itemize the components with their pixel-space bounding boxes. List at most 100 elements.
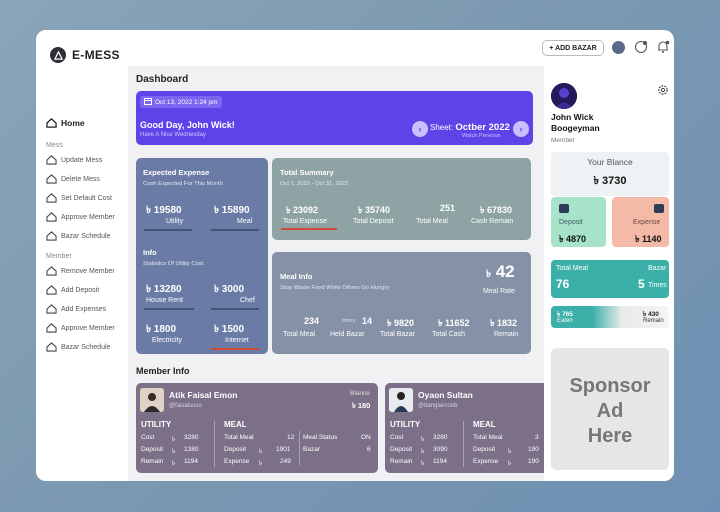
cost-value: 3280: [184, 434, 199, 441]
meal-progress-bar: ৳ 765 Eaten ৳ 430 Remain: [551, 306, 669, 328]
utility-heading: UTILITY: [141, 420, 172, 429]
avatar[interactable]: [611, 40, 626, 55]
info-subtitle: Statistics Of Utility Cost: [143, 261, 204, 267]
meal-status-label: Meal Status: [303, 434, 338, 441]
taka-icon: ৳: [172, 448, 176, 455]
member-photo: [389, 388, 413, 412]
meal-deposit-value: 1901: [276, 446, 291, 453]
total-meal-label: Total Meal: [224, 434, 254, 441]
sidebar: E-MESS Home Mess Update Mess Delete Mess…: [36, 30, 128, 481]
sponsor-line-1: Sponsor: [569, 375, 651, 397]
taka-icon: ৳: [421, 436, 425, 443]
sheet-selector: Sheet: Octber 2022: [430, 122, 510, 133]
total-expense-label: Total Expense: [283, 218, 327, 225]
balance-value: ৳ 3730: [593, 175, 627, 187]
meal-deposit-value: 190: [528, 446, 539, 453]
divider: [214, 421, 215, 467]
member-info-title: Member Info: [136, 366, 190, 376]
greeting-banner: Oct 13, 2022 1:24 pm Good Day, John Wick…: [136, 91, 533, 145]
sidebar-item-approve-member-2[interactable]: Approve Member: [46, 323, 115, 333]
member-handle: @banglarnoob: [418, 403, 458, 409]
logo[interactable]: E-MESS: [50, 47, 120, 63]
sponsor-ad[interactable]: Sponsor Ad Here: [551, 348, 669, 470]
eaten-value: ৳ 765: [557, 311, 573, 318]
chat-icon[interactable]: [634, 40, 648, 54]
member-card[interactable]: Oyaon Sultan @banglarnoob UTILITY MEAL C…: [385, 383, 544, 473]
taka-icon: ৳: [286, 205, 291, 215]
balance-label: Your Blance: [587, 157, 633, 167]
gear-icon[interactable]: [657, 83, 669, 95]
sidebar-item-approve-member[interactable]: Approve Member: [46, 212, 115, 222]
sidebar-item-bazar-schedule-2[interactable]: Bazar Schedule: [46, 342, 110, 352]
divider: [463, 421, 464, 467]
deposit-value: 3090: [433, 446, 448, 453]
taka-icon: ৳: [214, 205, 219, 216]
total-expense-value: ৳ 23092: [286, 205, 319, 215]
sponsor-line-2: Ad: [596, 400, 624, 422]
chef-label: Chef: [240, 297, 255, 304]
sheet-label: Sheet:: [430, 123, 454, 132]
deposit-label: Deposit: [559, 219, 583, 226]
home-icon: [46, 118, 57, 128]
sidebar-item-label: Add Deposit: [61, 286, 100, 294]
add-bazar-button[interactable]: + ADD BAZAR: [542, 40, 604, 56]
sidebar-item-home[interactable]: Home: [46, 118, 85, 128]
held-bazar-label: Held Bazar: [330, 331, 365, 338]
expense-label: Expense: [633, 219, 661, 226]
meal-info-card: Meal Info Stop Waste Food While Others G…: [272, 252, 531, 354]
card-title: Meal Info: [280, 272, 313, 281]
taka-icon: ৳: [593, 175, 599, 187]
total-meal-value: 251: [440, 203, 456, 213]
internet-value: ৳ 1500: [214, 324, 245, 335]
avatar[interactable]: [551, 83, 577, 109]
times-label: times: [342, 318, 356, 324]
underline: [281, 228, 337, 230]
meal-deposit-label: Deposit: [473, 446, 496, 453]
greeting-sub: Have A Nice Wednesday: [140, 132, 206, 138]
member-photo: [140, 388, 164, 412]
main-content: Dashboard Oct 13, 2022 1:24 pm Good Day,…: [128, 66, 544, 481]
chef-value: ৳ 3000: [214, 284, 245, 295]
remain-label: Remain: [494, 331, 519, 338]
underline: [144, 308, 194, 310]
total-cash-label: Total Cash: [432, 331, 466, 338]
total-meal-value: 76: [556, 277, 570, 291]
home-icon: [46, 193, 57, 203]
date-text: Oct 13, 2022 1:24 pm: [155, 98, 218, 106]
card-title: Expected Expense: [143, 168, 210, 177]
member-name: Atik Faisal Emon: [169, 390, 238, 400]
sidebar-item-bazar-schedule[interactable]: Bazar Schedule: [46, 231, 110, 241]
sidebar-item-remove-member[interactable]: Remove Member: [46, 266, 115, 276]
watch-previous-link[interactable]: Watch Previous: [462, 133, 501, 139]
cash-remain-label: Cash Remain: [471, 218, 514, 225]
sidebar-item-update-mess[interactable]: Update Mess: [46, 155, 102, 165]
cost-value: 3280: [433, 434, 448, 441]
member-card[interactable]: Atik Faisal Emon @faisalsuso Blance ৳ 18…: [136, 383, 378, 473]
sidebar-item-add-expenses[interactable]: Add Expenses: [46, 304, 106, 314]
sidebar-item-delete-mess[interactable]: Delete Mess: [46, 174, 100, 184]
taka-icon: ৳: [387, 318, 392, 328]
electricity-label: Electricity: [152, 337, 182, 344]
total-bazar-value: ৳ 9820: [387, 318, 415, 328]
remain-value: 1194: [184, 458, 198, 465]
held-bazar-value: 14: [362, 316, 373, 326]
bell-icon[interactable]: [656, 40, 670, 54]
home-icon: [46, 285, 57, 295]
bazar-label: Bazar: [303, 446, 320, 453]
eaten-label: Eaten: [557, 318, 573, 324]
date-chip: Oct 13, 2022 1:24 pm: [140, 96, 222, 108]
chevron-left-icon[interactable]: ‹: [412, 121, 428, 137]
expected-expense-card: Expected Expense Cosh Expected For This …: [136, 158, 268, 354]
sidebar-item-label: Approve Member: [61, 324, 115, 332]
total-meal-card: Total Meal 76 Bazar 5 Times: [551, 260, 669, 298]
total-deposit-value: ৳ 35740: [358, 205, 391, 215]
chevron-right-icon[interactable]: ›: [513, 121, 529, 137]
taka-icon: ৳: [146, 324, 151, 335]
sidebar-item-set-default-cost[interactable]: Set Default Cost: [46, 193, 112, 203]
house-rent-label: House Rent: [146, 297, 183, 304]
meal-total-label: Total Meal: [283, 331, 315, 338]
profile-role: Member: [551, 137, 575, 144]
sidebar-section-member: Member: [46, 253, 72, 260]
sidebar-item-add-deposit[interactable]: Add Deposit: [46, 285, 99, 295]
taka-icon: ৳: [438, 318, 443, 328]
